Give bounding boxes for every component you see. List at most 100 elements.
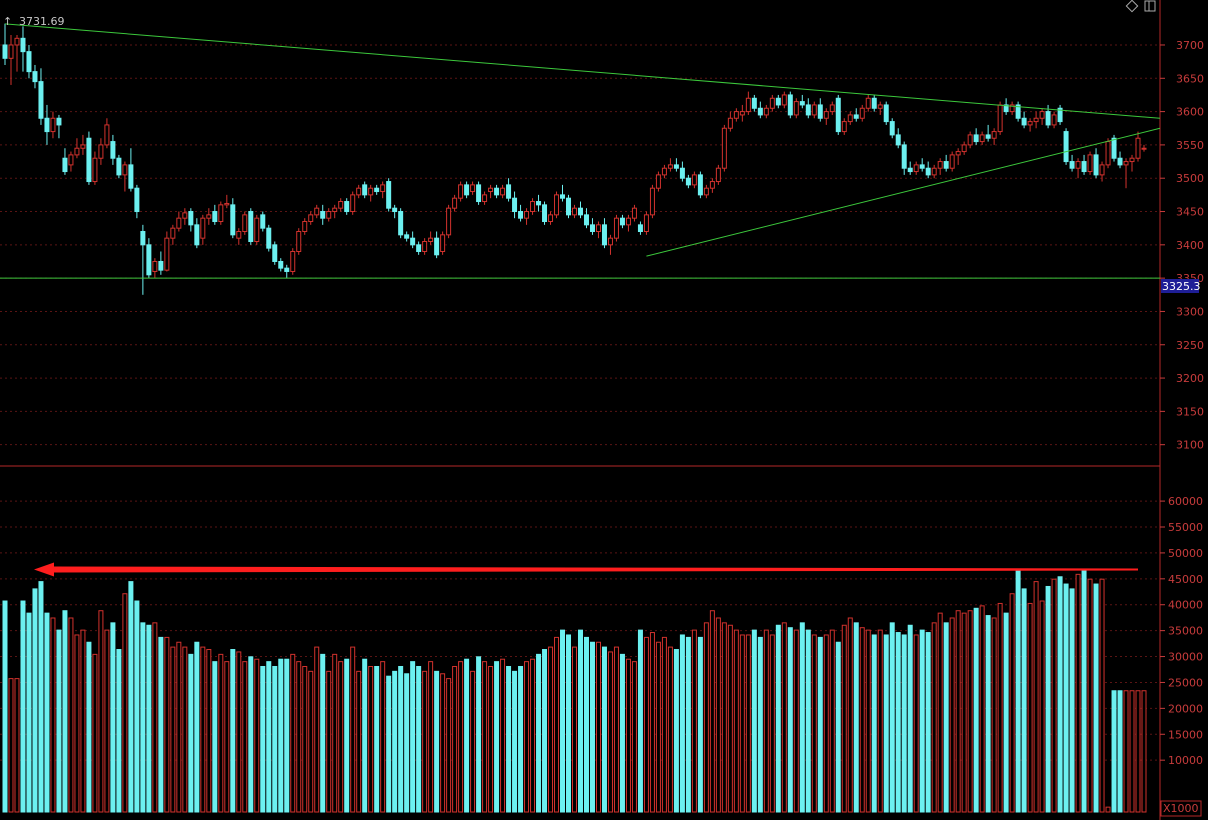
volume-bar-inner: [800, 774, 804, 812]
volume-bar-inner: [920, 776, 924, 812]
volume-bar-inner: [902, 777, 906, 812]
candle-up: [338, 201, 344, 209]
volume-bar: [619, 653, 625, 813]
candle-down: [212, 211, 218, 223]
volume-bar-inner: [1052, 765, 1056, 812]
candle-down: [32, 71, 38, 83]
diamond-icon[interactable]: [1125, 0, 1139, 13]
volume-bar: [530, 658, 536, 813]
volume-bar-inner: [644, 777, 648, 812]
arrow-head: [34, 562, 54, 577]
volume-bar-inner: [908, 775, 912, 812]
volume-bar-inner: [237, 780, 241, 812]
volume-bar-inner: [141, 774, 145, 812]
volume-bar-inner: [776, 775, 780, 812]
volume-bar: [871, 634, 877, 813]
candle-down: [637, 224, 643, 233]
candle-up: [793, 101, 799, 116]
arrow-shaft: [52, 566, 1139, 573]
volume-bar-inner: [1022, 767, 1026, 812]
candle-down: [601, 224, 607, 246]
candle-up: [715, 167, 721, 183]
volume-bar-inner: [746, 777, 750, 812]
candle-down: [1093, 154, 1099, 176]
candle-up: [865, 97, 871, 109]
volume-bar: [829, 629, 835, 813]
candle-down: [20, 37, 26, 53]
volume-bar-inner: [662, 777, 666, 812]
volume-bar: [452, 665, 458, 813]
candle-down: [542, 204, 548, 223]
volume-bar-inner: [357, 784, 361, 812]
candle-up: [823, 111, 829, 119]
volume-bar: [194, 641, 200, 813]
volume-bar: [835, 641, 841, 813]
volume-bar-inner: [848, 773, 852, 812]
volume-bar-inner: [896, 776, 900, 812]
volume-bar-inner: [555, 777, 559, 812]
volume-bar-inner: [770, 777, 774, 812]
candle-down: [134, 187, 140, 213]
candle-down: [386, 181, 392, 209]
volume-bar-inner: [1076, 764, 1080, 812]
volume-bar-inner: [57, 776, 61, 812]
volume-bar: [212, 661, 218, 813]
volume-bar-inner: [998, 770, 1002, 812]
candle-up: [74, 147, 80, 156]
volume-bar: [476, 656, 482, 813]
volume-bar: [811, 634, 817, 813]
candle-down: [619, 217, 625, 226]
volume-bar: [386, 675, 392, 813]
panel-icon[interactable]: [1144, 0, 1156, 12]
volume-bar-inner: [285, 781, 289, 812]
candlesticks: [2, 23, 1147, 295]
volume-bar-inner: [69, 773, 73, 812]
candle-down: [398, 211, 404, 236]
candle-up: [554, 194, 560, 216]
volume-bar: [254, 658, 260, 813]
volume-bar-inner: [578, 776, 582, 812]
candle-down: [146, 244, 152, 276]
candle-up: [703, 187, 709, 196]
candle-down: [817, 104, 823, 119]
candle-down: [895, 134, 901, 146]
volume-bar: [266, 661, 272, 813]
volume-bar-inner: [1010, 768, 1014, 812]
candle-up: [1009, 104, 1015, 113]
candle-down: [392, 207, 398, 213]
candle-down: [985, 134, 991, 139]
candle-up: [356, 187, 362, 196]
candle-down: [188, 211, 194, 226]
candle-up: [104, 124, 110, 146]
candle-up: [967, 134, 973, 146]
volume-bar: [236, 651, 242, 813]
candle-down: [1081, 161, 1087, 173]
candle-down: [919, 164, 925, 169]
volume-bar: [440, 673, 446, 813]
volume-bar-inner: [854, 774, 858, 812]
volume-bar: [757, 636, 763, 813]
volume-bar: [943, 622, 949, 813]
candle-up: [727, 117, 733, 129]
volume-bar-inner: [992, 773, 996, 812]
candle-down: [248, 211, 254, 242]
volume-bar-inner: [453, 783, 457, 812]
volume-bar: [1027, 602, 1033, 813]
volume-bar: [859, 627, 865, 813]
volume-bar-inner: [39, 766, 43, 812]
volume-tick-label: 20000: [1168, 702, 1203, 715]
candle-up: [164, 237, 170, 271]
candle-up: [643, 214, 649, 233]
volume-bar: [679, 634, 685, 813]
volume-bar: [542, 649, 548, 813]
volume-bar: [817, 636, 823, 813]
candle-down: [260, 214, 266, 229]
candle-down: [62, 157, 68, 173]
candle-down: [158, 260, 164, 271]
volume-bar: [446, 678, 452, 813]
volume-bar-inner: [1064, 766, 1068, 812]
volume-bar-inner: [363, 781, 367, 812]
volume-bar-inner: [926, 776, 930, 812]
volume-bar-inner: [51, 773, 55, 812]
